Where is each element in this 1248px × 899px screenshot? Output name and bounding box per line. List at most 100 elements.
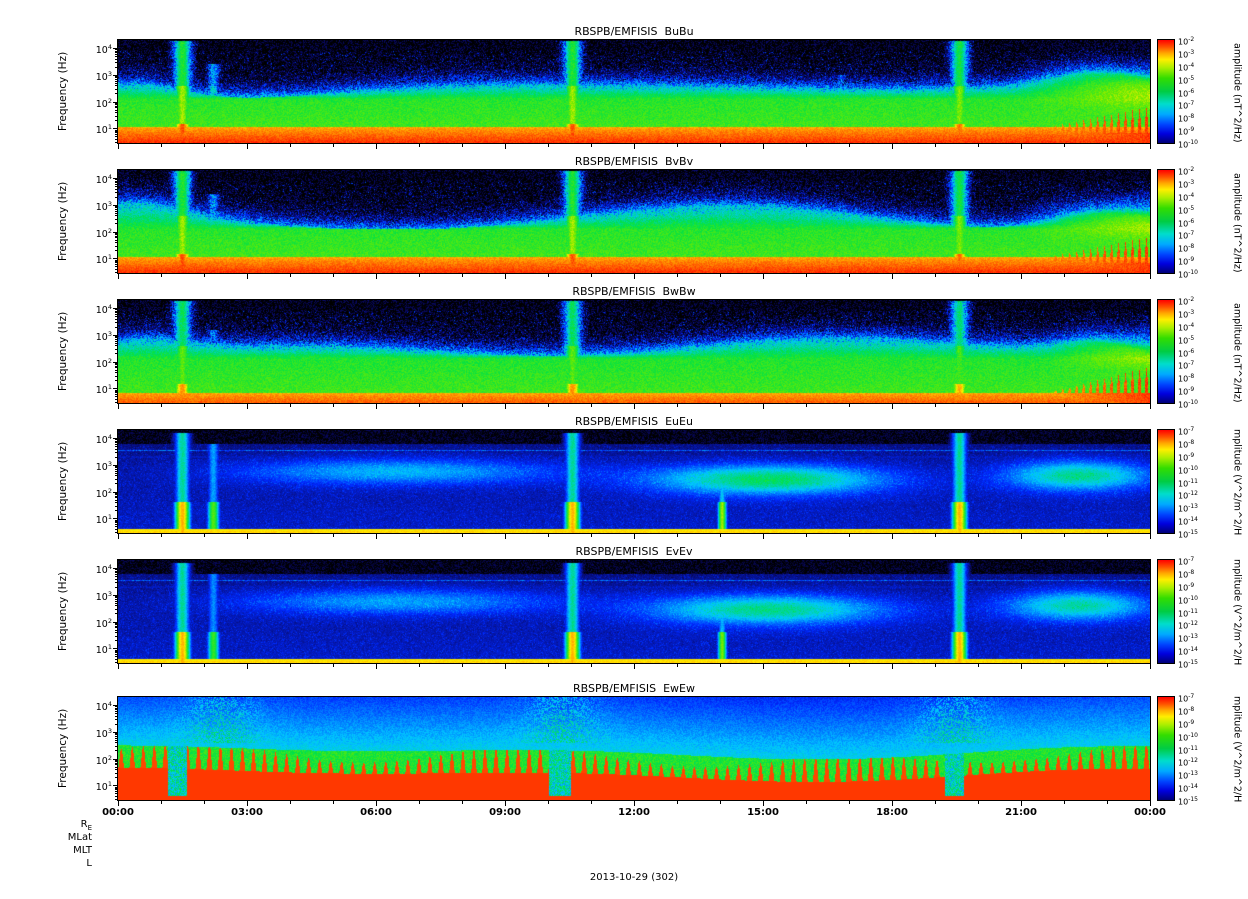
x-tick-label: 21:00 (1005, 807, 1037, 818)
colorbar-tick-label: 10-12 (1178, 490, 1198, 502)
x-tick (290, 801, 291, 804)
colorbar-tick-label: 10-7 (1178, 360, 1195, 372)
colorbar-tick-label: 10-2 (1178, 36, 1195, 47)
x-tick (204, 144, 205, 147)
y-minor-tick (115, 766, 118, 768)
y-minor-tick (115, 235, 118, 237)
y-minor-tick (115, 180, 118, 182)
colorbar-tick-label: 10-10 (1178, 399, 1198, 410)
x-tick (591, 801, 592, 804)
y-minor-tick (115, 466, 118, 467)
x-tick (677, 534, 678, 537)
y-axis-label: Frequency (Hz) (57, 708, 69, 789)
y-minor-tick (115, 239, 118, 241)
x-tick (720, 404, 721, 407)
colorbar-tick-label: 10-8 (1178, 243, 1195, 254)
y-minor-tick (115, 795, 118, 797)
colorbar-unit-label: mplitude (V^2/m^2/H (1231, 696, 1243, 803)
y-tick-label: 102 (95, 616, 112, 630)
panel-title: RBSPB/EMFISIS EwEw (573, 682, 695, 695)
x-tick (548, 404, 549, 407)
y-minor-tick (115, 761, 118, 763)
y-minor-tick (115, 650, 118, 652)
y-tick (113, 594, 118, 596)
y-minor-tick (115, 132, 118, 134)
colorbar (1157, 429, 1175, 534)
y-minor-tick (115, 622, 118, 624)
x-tick-label: 00:00 (102, 807, 134, 818)
y-tick (113, 518, 118, 520)
colorbar-tick-label: 10-2 (1178, 296, 1195, 307)
y-minor-tick (115, 183, 118, 185)
x-tick (763, 801, 764, 806)
y-tick-label: 104 (95, 433, 112, 447)
x-tick (978, 274, 979, 277)
y-minor-tick (115, 342, 118, 344)
y-minor-tick (115, 737, 118, 739)
y-minor-tick (115, 82, 118, 84)
y-minor-tick (115, 787, 118, 789)
y-minor-tick (115, 472, 118, 474)
y-minor-tick (115, 762, 118, 764)
y-tick-label: 102 (95, 753, 112, 767)
y-minor-tick (115, 337, 118, 339)
y-minor-tick (115, 478, 118, 480)
x-tick (376, 144, 377, 149)
y-minor-tick (115, 520, 118, 522)
x-tick (290, 664, 291, 667)
y-minor-tick (115, 497, 118, 499)
y-minor-tick (115, 470, 118, 472)
x-tick (806, 534, 807, 537)
x-tick (634, 274, 635, 279)
colorbar-tick-label: 10-14 (1178, 783, 1198, 794)
panel-title: RBSPB/EMFISIS BwBw (572, 285, 696, 298)
y-minor-tick (115, 105, 118, 107)
x-tick (462, 801, 463, 804)
y-minor-tick (115, 192, 118, 193)
x-tick (978, 534, 979, 537)
y-minor-tick (115, 494, 118, 496)
x-tick (290, 404, 291, 407)
x-tick (505, 534, 506, 539)
y-minor-tick (115, 93, 118, 95)
y-tick-label: 102 (95, 96, 112, 110)
x-tick (1107, 664, 1108, 667)
x-tick (290, 534, 291, 537)
x-tick (505, 664, 506, 669)
y-minor-tick (115, 316, 118, 318)
colorbar-tick-label: 10-7 (1178, 426, 1195, 437)
y-minor-tick (115, 340, 118, 342)
x-tick (1150, 664, 1151, 669)
colorbar-tick-label: 10-3 (1178, 308, 1195, 320)
x-tick-label: 18:00 (876, 807, 908, 818)
x-tick (1150, 801, 1151, 806)
spectrogram-canvas (117, 429, 1151, 534)
x-tick (118, 664, 119, 669)
y-minor-tick (115, 88, 118, 90)
x-tick (247, 534, 248, 539)
y-tick (113, 785, 118, 787)
y-minor-tick (115, 439, 118, 441)
y-minor-tick (115, 102, 118, 104)
y-minor-tick (115, 264, 118, 266)
x-tick (1107, 534, 1108, 537)
colorbar-tick-label: 10-7 (1178, 100, 1195, 112)
x-tick (634, 801, 635, 806)
y-minor-tick (115, 136, 118, 138)
y-tick-label: 102 (95, 486, 112, 500)
x-tick (720, 274, 721, 277)
y-minor-tick (115, 186, 118, 188)
colorbar-tick-label: 10-6 (1178, 217, 1195, 229)
colorbar (1157, 696, 1175, 801)
y-minor-tick (115, 524, 118, 526)
x-tick (720, 801, 721, 804)
x-tick (1064, 274, 1065, 277)
colorbar-tick-label: 10-3 (1178, 48, 1195, 60)
x-tick (677, 404, 678, 407)
colorbar-unit-label: amplitude (nT^2/Hz) (1231, 302, 1243, 403)
y-minor-tick (115, 272, 118, 274)
y-minor-tick (115, 483, 118, 485)
y-minor-tick (115, 138, 118, 140)
y-axis-label: Frequency (Hz) (57, 51, 69, 132)
x-tick (1150, 144, 1151, 149)
